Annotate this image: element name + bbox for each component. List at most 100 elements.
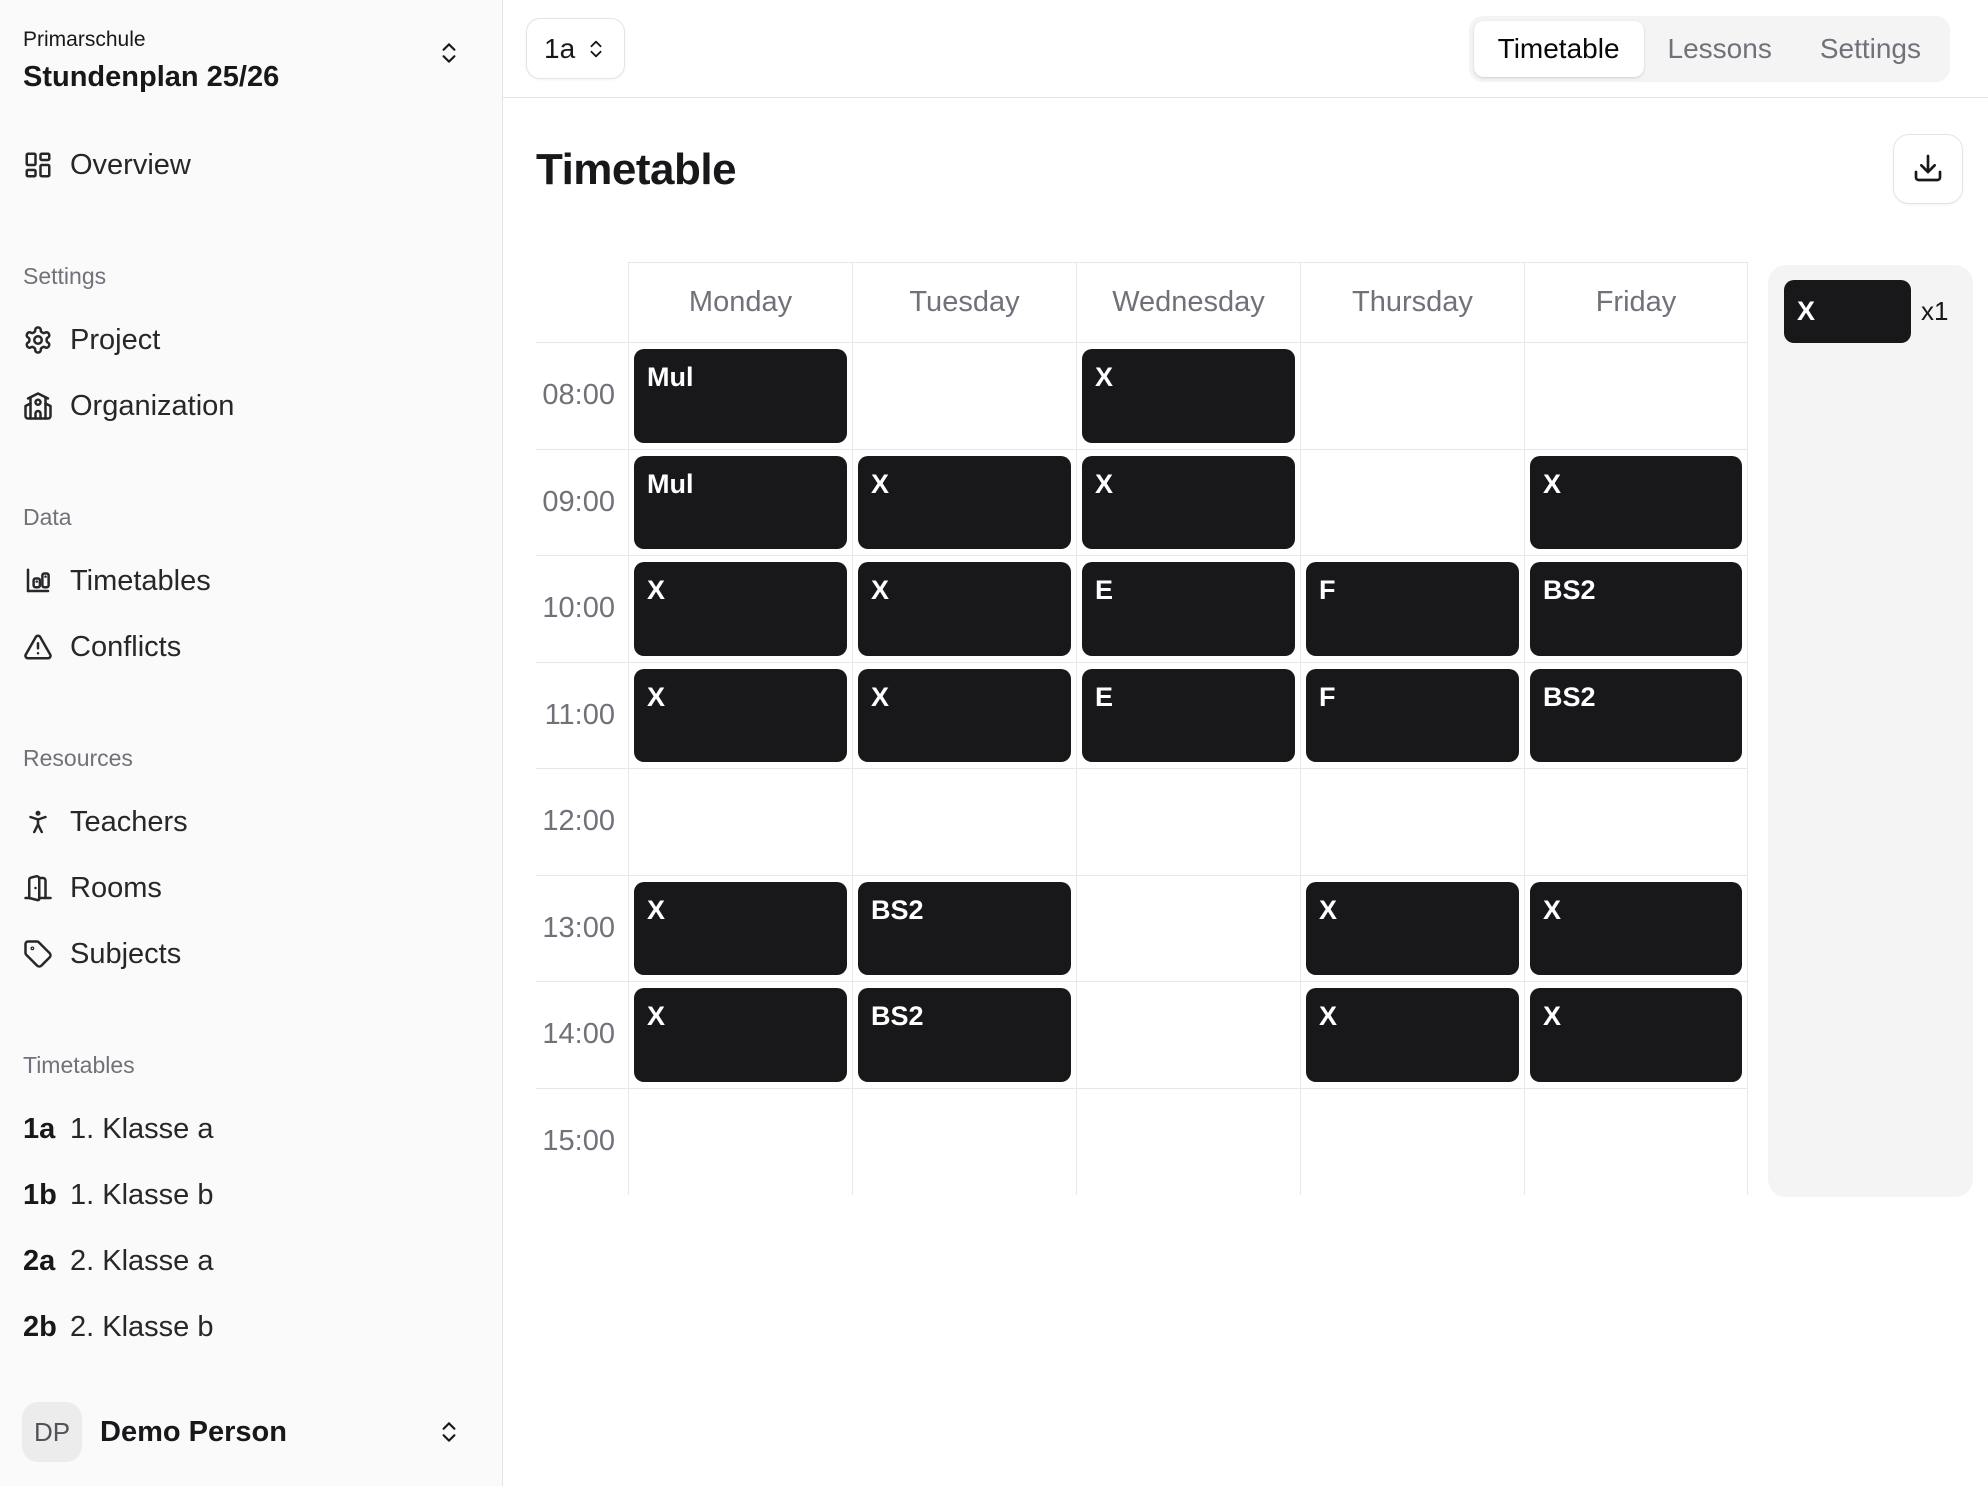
lesson-block-mul[interactable]: Mul — [634, 349, 847, 443]
section-label: Data — [23, 504, 72, 530]
slot-wednesday-13-00 — [1076, 875, 1300, 982]
class-code: 1b — [23, 1178, 57, 1211]
time-label-12-00: 12:00 — [536, 769, 628, 876]
lesson-block-f[interactable]: F — [1306, 668, 1519, 762]
lesson-block-x[interactable]: X — [634, 881, 847, 975]
lesson-block-x[interactable]: X — [1530, 881, 1742, 975]
warning-triangle-icon — [24, 634, 52, 660]
user-menu[interactable]: DP Demo Person — [0, 1402, 502, 1462]
lesson-block-f[interactable]: F — [1306, 562, 1519, 656]
content: Timetable Monday Tuesday Wednesday Thursday… — [503, 98, 1988, 1486]
lesson-block-e[interactable]: E — [1082, 562, 1295, 656]
slot-friday-08-00 — [1524, 343, 1748, 450]
workspace-switcher[interactable]: Primarschule Stundenplan 25/26 — [0, 26, 502, 95]
slot-friday-10-00: BS2 — [1524, 556, 1748, 663]
slot-tuesday-09-00: X — [852, 449, 1076, 556]
sidebar-item-2-klasse-a[interactable]: 2a 2. Klasse a — [0, 1228, 502, 1294]
sidebar-item-label: Rooms — [70, 871, 162, 904]
chevrons-up-down-icon — [585, 38, 607, 60]
slot-thursday-14-00: X — [1300, 982, 1524, 1089]
lesson-block-x[interactable]: X — [634, 988, 847, 1082]
sidebar-item-organization[interactable]: Organization — [0, 373, 502, 439]
lesson-block-x[interactable]: X — [858, 668, 1071, 762]
slot-tuesday-11-00: X — [852, 662, 1076, 769]
class-code: 1a — [23, 1112, 56, 1145]
lesson-block-bs2[interactable]: BS2 — [858, 881, 1071, 975]
tab-lessons[interactable]: Lessons — [1644, 21, 1796, 77]
lesson-block-x[interactable]: X — [1082, 349, 1295, 443]
tag-icon — [24, 940, 52, 968]
slot-monday-10-00: X — [628, 556, 852, 663]
sidebar-section: Settings Project Organization — [0, 198, 502, 439]
sidebar-item-2-klasse-b[interactable]: 2b 2. Klasse b — [0, 1294, 502, 1360]
slot-thursday-13-00: X — [1300, 875, 1524, 982]
slot-friday-15-00 — [1524, 1088, 1748, 1195]
lesson-block-x[interactable]: X — [1306, 988, 1519, 1082]
bar-chart-icon — [26, 568, 50, 593]
tab-timetable[interactable]: Timetable — [1473, 20, 1644, 77]
chevrons-up-down-icon — [442, 1422, 456, 1442]
slot-friday-09-00: X — [1524, 449, 1748, 556]
slot-thursday-09-00 — [1300, 449, 1524, 556]
lesson-block-x[interactable]: X — [634, 562, 847, 656]
lesson-block-bs2[interactable]: BS2 — [1530, 668, 1742, 762]
lesson-block-bs2[interactable]: BS2 — [1530, 562, 1742, 656]
sidebar-item-conflicts[interactable]: Conflicts — [0, 614, 502, 680]
sidebar-item-teachers[interactable]: Teachers — [0, 789, 502, 855]
day-header-wednesday: Wednesday — [1076, 262, 1300, 343]
day-header-tuesday: Tuesday — [852, 262, 1076, 343]
tab-group: Timetable Lessons Settings — [1468, 15, 1950, 82]
class-code: 2b — [23, 1310, 57, 1343]
section-label: Timetables — [23, 1052, 135, 1078]
lesson-block-x[interactable]: X — [858, 562, 1071, 656]
chevrons-up-down-icon — [436, 1419, 462, 1445]
section-label: Settings — [23, 263, 107, 289]
sidebar-item-timetables[interactable]: Timetables — [0, 548, 502, 614]
sidebar-item-rooms[interactable]: Rooms — [0, 855, 502, 921]
lesson-block-bs2[interactable]: BS2 — [858, 988, 1071, 1082]
time-label-10-00: 10:00 — [536, 556, 628, 663]
class-select[interactable]: 1a — [526, 18, 626, 79]
main-area: 1a Timetable Lessons Settings Timetable Mo… — [503, 0, 1988, 1486]
lesson-block-x[interactable]: X — [858, 455, 1071, 549]
slot-monday-12-00 — [628, 769, 852, 876]
lesson-block-x[interactable]: X — [1530, 455, 1742, 549]
lesson-block-x[interactable]: X — [1306, 881, 1519, 975]
tab-settings[interactable]: Settings — [1796, 21, 1945, 77]
lesson-block-mul[interactable]: Mul — [634, 455, 847, 549]
sidebar-item-label: Project — [70, 323, 161, 356]
slot-tuesday-10-00: X — [852, 556, 1076, 663]
slot-wednesday-12-00 — [1076, 769, 1300, 876]
lesson-block-x[interactable]: X — [1530, 988, 1742, 1082]
page-title: Timetable — [536, 144, 737, 194]
school-building-icon — [24, 392, 52, 420]
sidebar-item-subjects[interactable]: Subjects — [0, 921, 502, 987]
lesson-block-x[interactable]: X — [1082, 455, 1295, 549]
legend-lesson-x[interactable]: X — [1784, 280, 1911, 343]
time-label-14-00: 14:00 — [536, 982, 628, 1089]
slot-tuesday-13-00: BS2 — [852, 875, 1076, 982]
sidebar-item-label: Timetables — [70, 564, 211, 597]
content-header: Timetable — [536, 134, 1963, 204]
sidebar-item-1-klasse-a[interactable]: 1a 1. Klasse a — [0, 1096, 502, 1162]
workspace-name: Stundenplan 25/26 — [23, 61, 280, 93]
sidebar-item-1-klasse-b[interactable]: 1b 1. Klasse b — [0, 1162, 502, 1228]
chevrons-up-down-icon — [590, 40, 602, 57]
sidebar-item-label: Conflicts — [70, 630, 182, 663]
class-code: 2a — [23, 1244, 56, 1277]
lesson-block-e[interactable]: E — [1082, 668, 1295, 762]
slot-monday-13-00: X — [628, 875, 852, 982]
sidebar-item-project[interactable]: Project — [0, 307, 502, 373]
slot-wednesday-09-00: X — [1076, 449, 1300, 556]
slot-tuesday-12-00 — [852, 769, 1076, 876]
download-button[interactable] — [1893, 134, 1963, 204]
slot-monday-14-00: X — [628, 982, 852, 1089]
sidebar-section: Timetables 1a 1. Klasse a 1b 1. Klasse b 2a 2.… — [0, 987, 502, 1360]
slot-tuesday-15-00 — [852, 1088, 1076, 1195]
slot-thursday-08-00 — [1300, 343, 1524, 450]
class-select-value: 1a — [544, 32, 576, 64]
sidebar-item-overview[interactable]: Overview — [0, 132, 502, 198]
lesson-block-x[interactable]: X — [634, 668, 847, 762]
slot-monday-11-00: X — [628, 662, 852, 769]
